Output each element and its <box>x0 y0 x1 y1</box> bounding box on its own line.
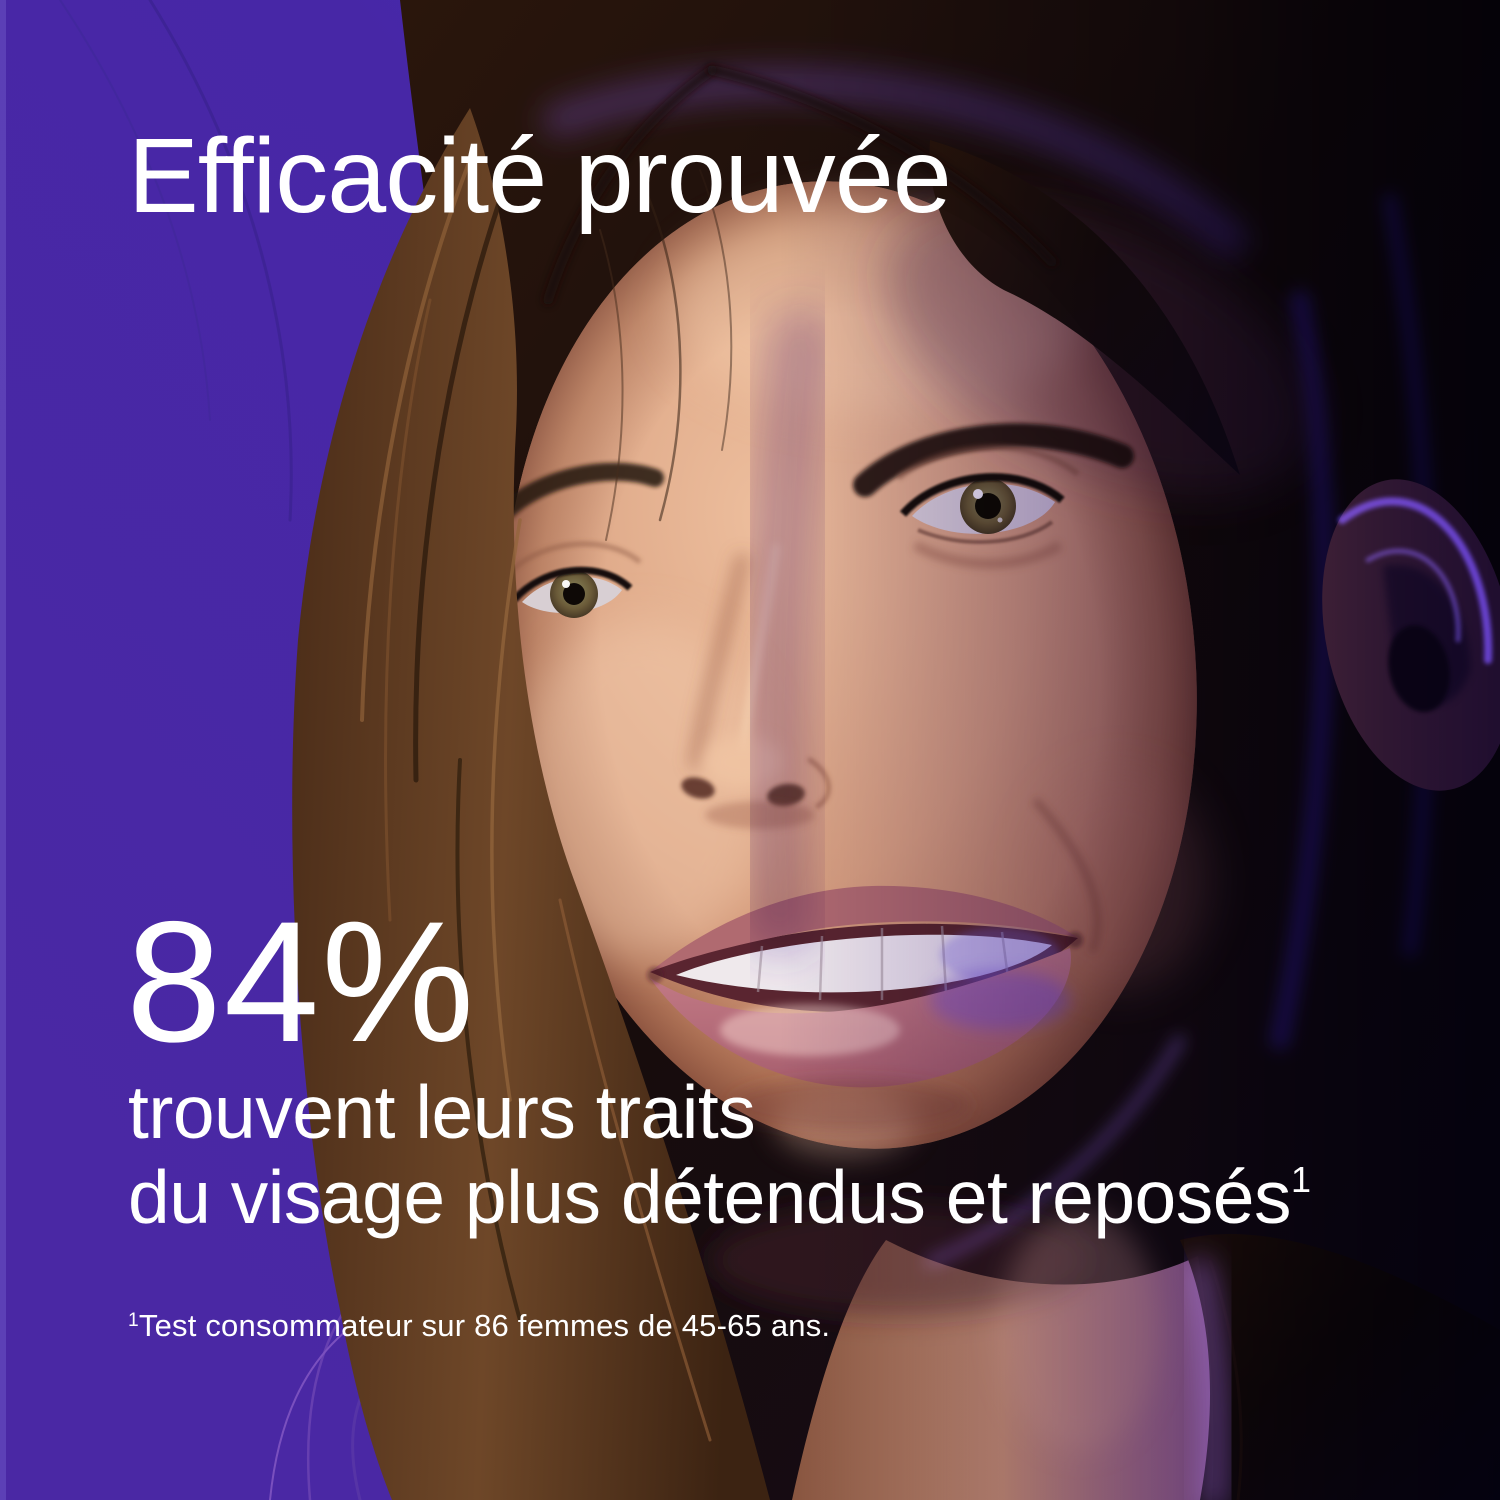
left-eye <box>510 541 642 618</box>
stat-line-1: trouvent leurs traits <box>128 1070 756 1154</box>
stat-value: 84% <box>126 886 477 1078</box>
headline: Efficacité prouvée <box>128 117 952 235</box>
footnote-marker: 1 <box>128 1310 139 1332</box>
footnote: 1Test consommateur sur 86 femmes de 45-6… <box>128 1308 830 1344</box>
rim-light <box>925 497 1493 1500</box>
stat-footnote-marker: 1 <box>1290 1159 1311 1201</box>
stat-line-2: du visage plus détendus et reposés <box>128 1154 1291 1239</box>
stat-description: trouvent leurs traits du visage plus dét… <box>128 1070 1311 1240</box>
footnote-text: Test consommateur sur 86 femmes de 45-65… <box>138 1308 831 1343</box>
